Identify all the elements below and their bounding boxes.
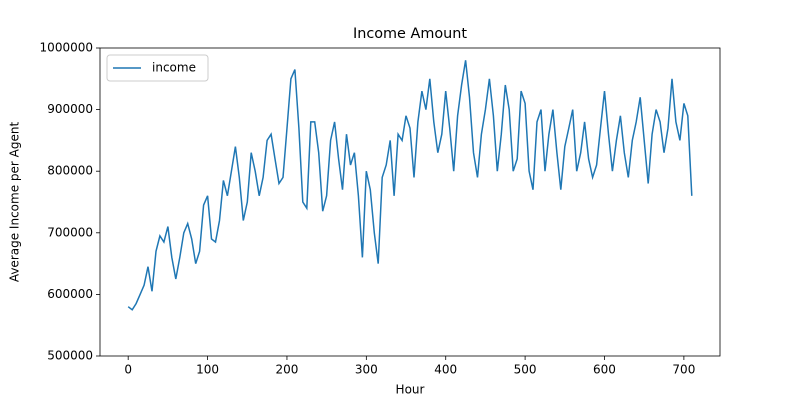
x-tick-label: 100: [196, 363, 219, 377]
x-tick-label: 700: [672, 363, 695, 377]
x-axis-label: Hour: [396, 383, 425, 397]
plot-frame: [99, 47, 721, 357]
x-tick-label: 600: [593, 363, 616, 377]
legend-label: income: [152, 61, 196, 75]
y-tick-label: 800000: [47, 164, 93, 178]
y-tick-label: 900000: [47, 102, 93, 116]
y-tick-label: 500000: [47, 349, 93, 363]
x-tick-label: 200: [275, 363, 298, 377]
series-line: [127, 60, 693, 311]
y-tick-label: 1000000: [40, 41, 93, 55]
y-axis-label: Average Income per Agent: [8, 122, 22, 283]
x-tick-label: 500: [514, 363, 537, 377]
x-tick-label: 400: [434, 363, 457, 377]
y-tick-label: 700000: [47, 225, 93, 239]
x-tick-label: 300: [355, 363, 378, 377]
x-tick-label: 0: [124, 363, 132, 377]
chart-title: Income Amount: [353, 26, 467, 42]
y-tick-label: 600000: [47, 287, 93, 301]
legend-box: [106, 54, 209, 82]
